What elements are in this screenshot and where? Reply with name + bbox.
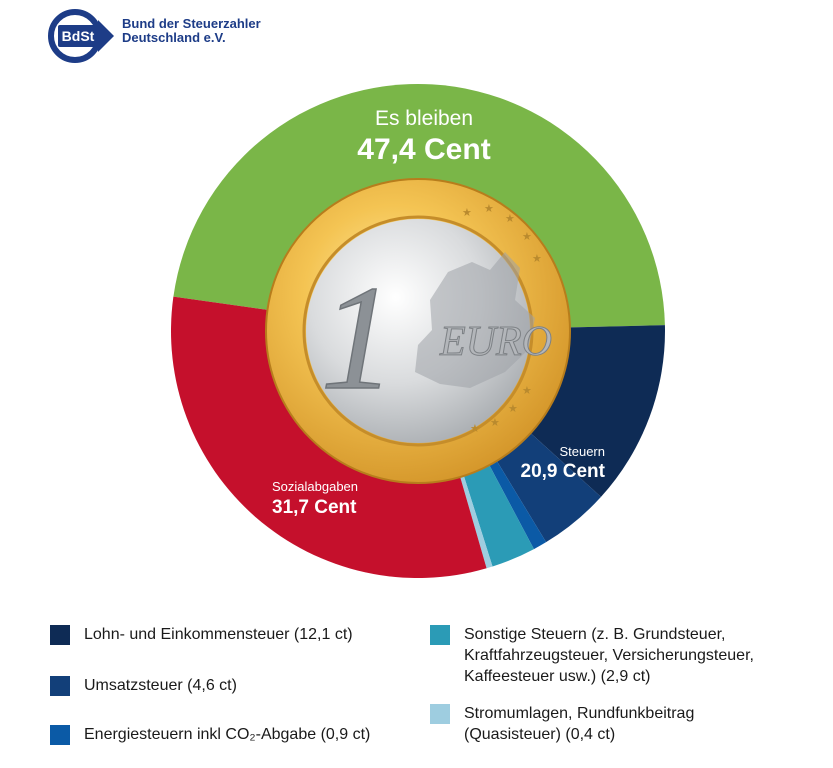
logo-line-1: Bund der Steuerzahler: [122, 16, 261, 31]
svg-text:★: ★: [484, 202, 494, 215]
value-sozialabgaben: 31,7 Cent: [272, 497, 357, 518]
donut-chart: ★ ★★ ★★ ★ ★★ ★ 1 EURO Es bleiben 47,4 Cent…: [171, 83, 665, 578]
legend-item: Stromumlagen, Rundfunkbeitrag (Quasisteu…: [430, 703, 794, 745]
logo-line-2: Deutschland e.V.: [122, 30, 226, 45]
coin-word: EURO: [439, 319, 552, 365]
legend-item: Sonstige Steuern (z. B. Grundsteuer, Kra…: [430, 624, 794, 687]
bdst-logo: BdSt: [48, 9, 114, 63]
legend-text: Energiesteuern inkl CO₂-Abgabe (0,9 ct): [84, 726, 371, 743]
svg-text:★: ★: [532, 252, 542, 265]
label-steuern: Steuern: [559, 444, 605, 459]
legend-swatch: [50, 725, 70, 745]
legend-swatch: [50, 676, 70, 696]
svg-text:★: ★: [522, 230, 532, 243]
svg-text:★: ★: [462, 206, 472, 219]
coin-europe-map: [415, 252, 535, 388]
coin-numeral: 1: [321, 255, 396, 421]
legend-text: Sonstige Steuern (z. B. Grundsteuer, Kra…: [464, 626, 754, 685]
label-sozialabgaben: Sozialabgaben: [272, 479, 358, 494]
svg-text:★: ★: [490, 416, 500, 429]
value-steuern: 20,9 Cent: [521, 461, 606, 482]
logo-badge-text: BdSt: [62, 28, 95, 44]
legend-text: Lohn- und Einkommensteuer (12,1 ct): [84, 626, 353, 643]
coin-stars: ★ ★★ ★★ ★ ★★ ★: [462, 202, 542, 435]
euro-coin: ★ ★★ ★★ ★ ★★ ★ 1 EURO: [265, 178, 571, 484]
svg-text:★: ★: [522, 384, 532, 397]
legend-item: Lohn- und Einkommensteuer (12,1 ct): [50, 624, 414, 645]
svg-text:★: ★: [508, 402, 518, 415]
legend-text: Stromumlagen, Rundfunkbeitrag (Quasisteu…: [464, 705, 695, 743]
legend-text: Umsatzsteuer (4,6 ct): [84, 677, 237, 694]
svg-text:★: ★: [470, 422, 480, 435]
svg-text:★: ★: [505, 212, 515, 225]
label-es-bleiben: Es bleiben: [375, 107, 473, 130]
legend-swatch: [430, 704, 450, 724]
legend-swatch: [50, 625, 70, 645]
legend-item: Umsatzsteuer (4,6 ct): [50, 675, 414, 696]
legend-item: Energiesteuern inkl CO₂-Abgabe (0,9 ct): [50, 724, 414, 745]
value-es-bleiben: 47,4 Cent: [357, 133, 490, 166]
legend: Lohn- und Einkommensteuer (12,1 ct) Umsa…: [50, 624, 810, 764]
logo-text: Bund der Steuerzahler Deutschland e.V.: [122, 17, 261, 45]
legend-swatch: [430, 625, 450, 645]
